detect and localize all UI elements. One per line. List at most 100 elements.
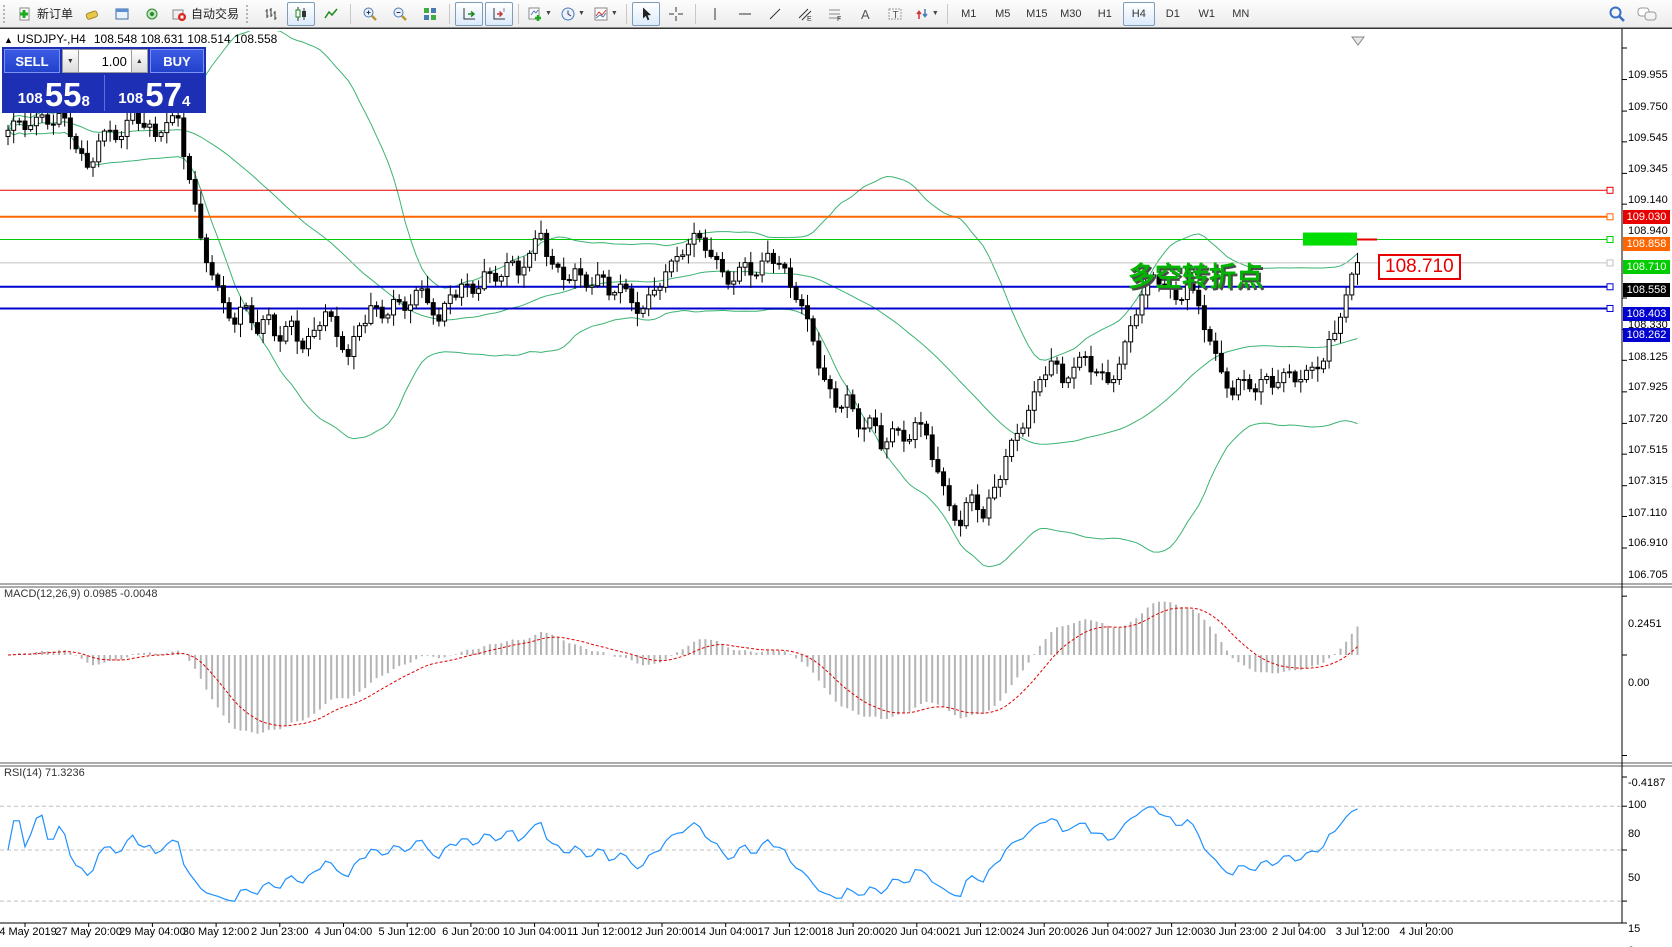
candle-body	[668, 260, 674, 273]
candle-body	[946, 485, 952, 507]
candle-body	[413, 289, 419, 306]
text-label-button[interactable]: T	[881, 2, 909, 26]
chart-plot[interactable]	[0, 29, 1672, 947]
price-level-badge[interactable]: 108.710	[1623, 259, 1670, 274]
rsi-axis-tick: 0	[1628, 945, 1634, 947]
candle-body	[663, 271, 669, 288]
chart-window-button[interactable]	[108, 2, 136, 26]
tile-windows-button[interactable]	[416, 2, 444, 26]
horizontal-line-button[interactable]	[731, 2, 759, 26]
dropdown-arrow-icon[interactable]: ▼	[577, 10, 585, 17]
timeframe-group: M1 M5 M15 M30 H1 H4 D1 W1 MN	[952, 1, 1258, 26]
candlestick-icon	[293, 6, 309, 22]
candle-body	[935, 459, 941, 473]
candle-body	[583, 274, 589, 288]
search-button[interactable]	[1603, 2, 1631, 26]
candle-body	[1320, 360, 1326, 370]
fibonacci-button[interactable]: F	[821, 2, 849, 26]
templates-button[interactable]: ▼	[590, 2, 621, 26]
trendline-button[interactable]	[761, 2, 789, 26]
periods-button[interactable]: ▼	[557, 2, 588, 26]
candle-body	[1269, 375, 1275, 388]
new-order-button[interactable]: 新订单	[14, 2, 76, 26]
candle-body	[79, 148, 85, 154]
candle-body	[1060, 363, 1066, 384]
chart-window[interactable]: ▲ USDJPY-,H4 108.548 108.631 108.514 108.5…	[0, 28, 1672, 947]
indicators-button[interactable]: ▼	[524, 2, 555, 26]
candle-body	[493, 272, 499, 282]
time-tick-label: 2 Jul 04:00	[1272, 926, 1326, 938]
candle-body	[232, 317, 238, 325]
price-tick: 109.955	[1628, 69, 1668, 81]
auto-scroll-button[interactable]	[455, 1, 484, 26]
buy-price[interactable]: 108 57 4	[105, 75, 205, 111]
level-handle[interactable]	[1606, 213, 1614, 221]
timeframe-m15-button[interactable]: M15	[1026, 7, 1048, 20]
chart-shift-marker[interactable]	[1351, 36, 1365, 46]
timeframe-mn-button[interactable]: MN	[1232, 7, 1250, 20]
price-level-badge[interactable]: 108.858	[1623, 236, 1670, 251]
eraser-button[interactable]	[78, 2, 106, 26]
chart-shift-button[interactable]	[485, 1, 514, 26]
level-handle[interactable]	[1606, 236, 1614, 244]
price-level-badge[interactable]: 108.262	[1623, 328, 1670, 343]
cursor-button[interactable]	[631, 1, 660, 26]
equidistant-channel-button[interactable]: E	[791, 2, 819, 26]
sell-price[interactable]: 108 55 8	[4, 75, 105, 111]
text-button[interactable]: A	[851, 2, 879, 26]
price-level-badge[interactable]: 109.030	[1623, 210, 1670, 225]
price-level-badge[interactable]: 108.558	[1623, 282, 1670, 297]
timeframe-d1-button[interactable]: D1	[1165, 7, 1180, 20]
level-handle[interactable]	[1606, 304, 1614, 312]
timeframe-m5-button[interactable]: M5	[995, 7, 1011, 20]
dropdown-arrow-icon[interactable]: ▼	[545, 10, 552, 17]
zoom-in-button[interactable]	[356, 2, 384, 26]
volume-input[interactable]	[78, 49, 131, 73]
crosshair-button[interactable]	[662, 2, 690, 26]
sell-button[interactable]: SELL	[4, 49, 60, 73]
buy-button[interactable]: BUY	[149, 49, 204, 73]
vertical-line-icon	[707, 6, 723, 22]
timeframe-m30-button[interactable]: M30	[1060, 7, 1082, 20]
chat-button[interactable]	[1633, 2, 1661, 26]
bar-chart-button[interactable]	[257, 2, 285, 26]
candle-body	[1020, 427, 1026, 434]
level-handle[interactable]	[1606, 259, 1614, 267]
candle-body	[850, 394, 856, 410]
auto-trading-button[interactable]: 自动交易	[168, 2, 242, 26]
price-tick: 109.750	[1628, 100, 1668, 113]
candlestick-button[interactable]	[287, 1, 316, 26]
line-chart-button[interactable]	[317, 2, 345, 26]
zoom-out-button[interactable]	[386, 2, 414, 26]
candle-body	[283, 325, 289, 342]
timeframe-h4-button[interactable]: H4	[1122, 1, 1155, 26]
candle-body	[357, 325, 363, 337]
candle-body	[1207, 329, 1213, 342]
rsi-axis-tick: 50	[1628, 872, 1641, 884]
signals-button[interactable]	[138, 2, 166, 26]
candle-body	[1105, 372, 1111, 384]
candle-body	[810, 318, 816, 342]
timeframe-h1-button[interactable]: H1	[1097, 7, 1112, 20]
vertical-line-button[interactable]	[701, 2, 729, 26]
volume-decrease-button[interactable]: ▼	[61, 49, 79, 73]
price-level-badge[interactable]: 108.403	[1623, 306, 1670, 321]
volume-increase-button[interactable]: ▲	[130, 49, 148, 73]
arrows-button[interactable]: ▼	[911, 2, 942, 26]
candle-body	[1190, 283, 1196, 291]
timeframe-m1-button[interactable]: M1	[961, 7, 977, 20]
candle-body	[997, 479, 1003, 488]
rsi-axis-tick: 100	[1628, 799, 1647, 811]
annotation-highlight-box[interactable]	[1303, 232, 1357, 246]
timeframe-w1-button[interactable]: W1	[1198, 7, 1216, 20]
dropdown-arrow-icon[interactable]: ▼	[931, 10, 939, 17]
candle-body	[1128, 325, 1134, 343]
price-tick: 107.925	[1628, 381, 1668, 394]
collapse-icon[interactable]: ▲	[4, 35, 13, 45]
dropdown-arrow-icon[interactable]: ▼	[610, 10, 618, 17]
level-handle[interactable]	[1606, 186, 1614, 194]
annotation-price-label[interactable]: 108.710	[1378, 253, 1461, 280]
level-handle[interactable]	[1606, 283, 1614, 291]
candle-body	[799, 299, 805, 307]
